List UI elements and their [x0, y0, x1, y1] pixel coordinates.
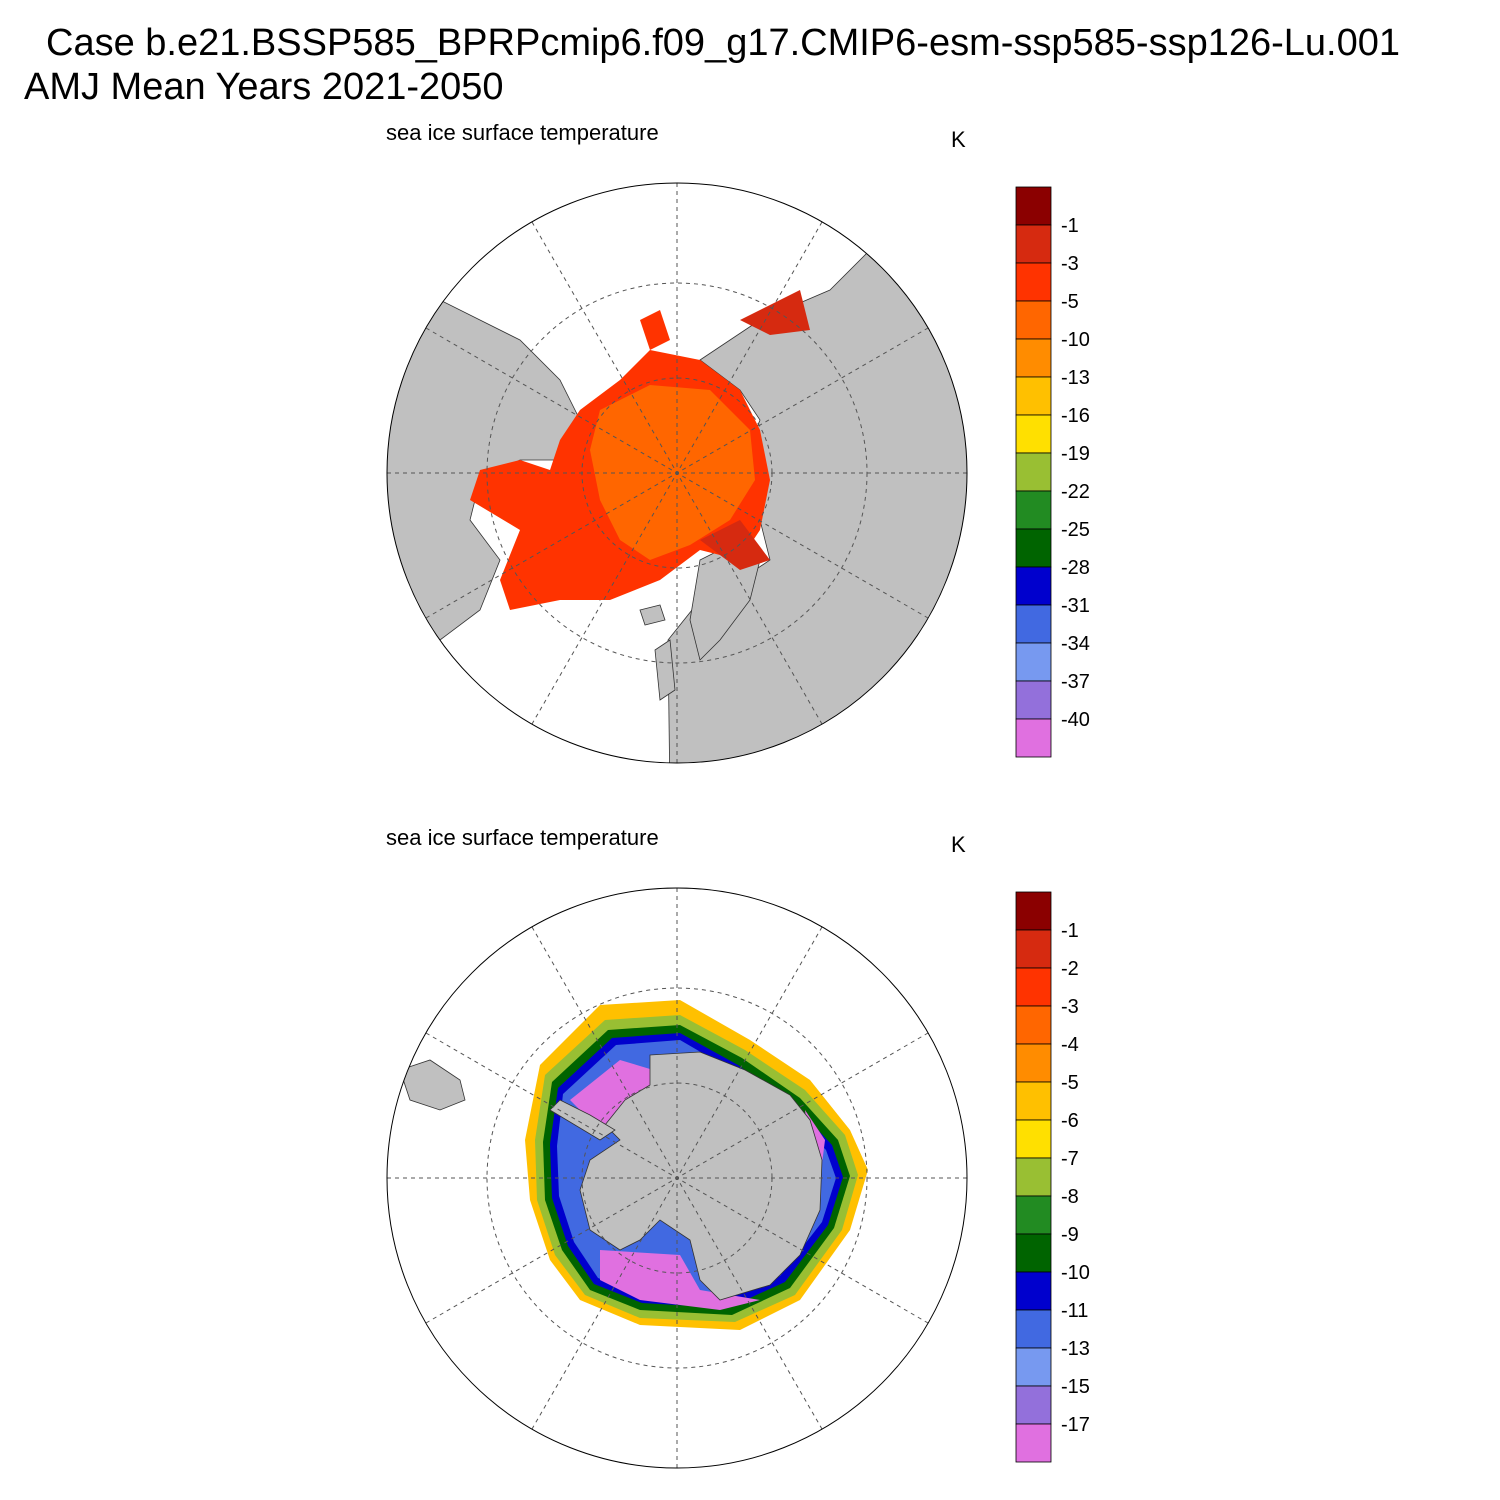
south-colorbar-label: -6	[1061, 1110, 1079, 1132]
south-colorbar-swatch	[1015, 929, 1052, 969]
south-colorbar-label: -17	[1061, 1414, 1090, 1436]
south-colorbar-swatch	[1015, 1081, 1052, 1121]
north-colorbar-swatch	[1015, 566, 1052, 606]
south-colorbar-swatch	[1015, 1195, 1052, 1235]
south-colorbar-label: -7	[1061, 1148, 1079, 1170]
north-colorbar-swatch	[1015, 490, 1052, 530]
north-colorbar: -1 -3 -5 -10 -13 -16 -19 -22 -25 -28 -31 -34 -37 -40	[1015, 186, 1090, 758]
south-units-label: K	[951, 832, 966, 857]
north-colorbar-label: -1	[1061, 215, 1079, 237]
south-colorbar-swatch	[1015, 1385, 1052, 1425]
north-graticule	[387, 183, 967, 763]
north-panel-title: sea ice surface temperature	[386, 120, 659, 145]
south-map-border	[386, 887, 968, 1469]
north-colorbar-swatch	[1015, 376, 1052, 416]
south-colorbar-swatch	[1015, 1119, 1052, 1159]
north-sea-ice-field	[470, 290, 810, 610]
north-colorbar-label: -34	[1061, 633, 1090, 655]
north-colorbar-swatch	[1015, 224, 1052, 264]
south-colorbar-label: -8	[1061, 1186, 1079, 1208]
south-colorbar-label: -1	[1061, 920, 1079, 942]
south-colorbar-swatch	[1015, 1233, 1052, 1273]
north-colorbar-swatch	[1015, 186, 1052, 226]
north-colorbar-swatch	[1015, 718, 1052, 758]
south-colorbar-swatch	[1015, 891, 1052, 931]
north-colorbar-swatch	[1015, 642, 1052, 682]
north-polar-map	[386, 182, 968, 764]
figure-title-line-2: AMJ Mean Years 2021-2050	[24, 66, 504, 108]
south-colorbar-swatch	[1015, 967, 1052, 1007]
south-colorbar-label: -15	[1061, 1376, 1090, 1398]
south-colorbar-swatch	[1015, 1005, 1052, 1045]
south-colorbar-swatch	[1015, 1423, 1052, 1463]
south-colorbar-swatch	[1015, 1309, 1052, 1349]
north-colorbar-label: -25	[1061, 519, 1090, 541]
north-colorbar-label: -19	[1061, 443, 1090, 465]
north-colorbar-swatch	[1015, 262, 1052, 302]
north-colorbar-label: -37	[1061, 671, 1090, 693]
south-colorbar-label: -3	[1061, 996, 1079, 1018]
north-colorbar-label: -3	[1061, 253, 1079, 275]
south-colorbar-swatch	[1015, 1271, 1052, 1311]
north-map-border	[386, 182, 968, 764]
figure-title-line-1: Case b.e21.BSSP585_BPRPcmip6.f09_g17.CMI…	[46, 22, 1400, 64]
north-colorbar-label: -5	[1061, 291, 1079, 313]
south-colorbar-label: -2	[1061, 958, 1079, 980]
north-colorbar-swatch	[1015, 452, 1052, 492]
south-colorbar: -1 -2 -3 -4 -5 -6 -7 -8 -9 -10 -11 -13 -15 -17	[1015, 891, 1090, 1463]
south-colorbar-label: -11	[1061, 1300, 1088, 1322]
north-colorbar-swatch	[1015, 338, 1052, 378]
south-colorbar-label: -13	[1061, 1338, 1090, 1360]
north-colorbar-swatch	[1015, 414, 1052, 454]
south-panel-title: sea ice surface temperature	[386, 825, 659, 850]
north-colorbar-swatch	[1015, 604, 1052, 644]
south-colorbar-swatch	[1015, 1347, 1052, 1387]
north-colorbar-label: -16	[1061, 405, 1090, 427]
north-colorbar-label: -22	[1061, 481, 1090, 503]
north-colorbar-swatch	[1015, 528, 1052, 568]
north-colorbar-swatch	[1015, 300, 1052, 340]
north-colorbar-label: -31	[1061, 595, 1090, 617]
south-colorbar-label: -9	[1061, 1224, 1079, 1246]
north-colorbar-label: -40	[1061, 709, 1090, 731]
south-colorbar-label: -5	[1061, 1072, 1079, 1094]
north-colorbar-swatch	[1015, 680, 1052, 720]
north-colorbar-label: -10	[1061, 329, 1090, 351]
north-colorbar-label: -28	[1061, 557, 1090, 579]
south-colorbar-swatch	[1015, 1043, 1052, 1083]
south-graticule	[387, 888, 967, 1468]
north-colorbar-label: -13	[1061, 367, 1090, 389]
south-colorbar-label: -4	[1061, 1034, 1079, 1056]
north-units-label: K	[951, 127, 966, 152]
south-colorbar-swatch	[1015, 1157, 1052, 1197]
south-polar-map	[386, 887, 968, 1469]
south-colorbar-label: -10	[1061, 1262, 1090, 1284]
